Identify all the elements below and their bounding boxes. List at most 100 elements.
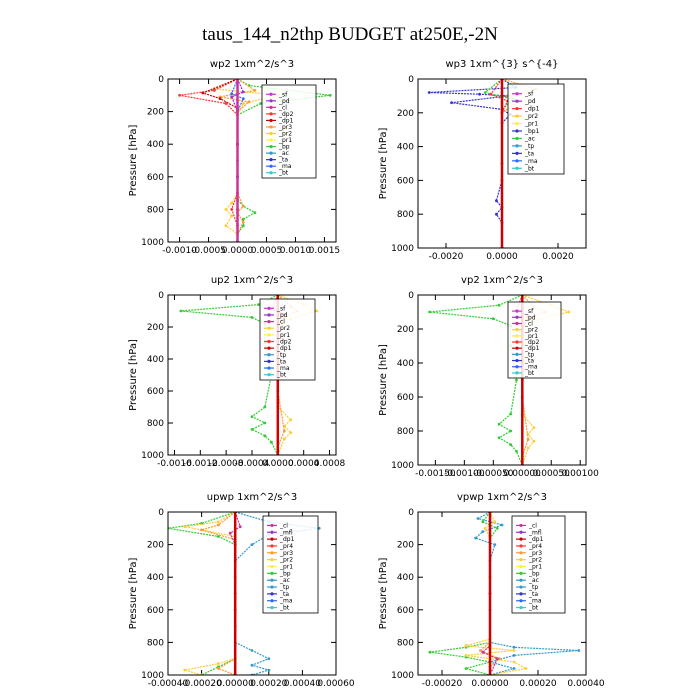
y-tick-label: 1000 [141, 451, 164, 461]
legend-label: _mfl [279, 529, 293, 536]
y-tick-label: 600 [147, 387, 164, 397]
legend-marker [519, 530, 523, 534]
series-point [317, 526, 321, 530]
series-line-2 [429, 512, 499, 675]
legend: _cl_mfl_dp1_pr4_pr3_pr2_pr1_bp_ac_tp_ta_… [262, 515, 319, 614]
series-group [168, 512, 321, 675]
legend-marker [267, 366, 271, 370]
legend-marker [519, 599, 523, 603]
y-axis-label: Pressure [hPa] [128, 339, 139, 411]
series-point [257, 303, 260, 306]
legend-marker [267, 346, 271, 350]
series-line-1 [180, 295, 279, 455]
series-point [241, 102, 245, 105]
panel-title: upwp 1xm^2/s^3 [207, 492, 297, 503]
series-point [230, 92, 234, 96]
series-point [515, 378, 518, 382]
legend-marker [267, 333, 271, 337]
legend-label: _pr3 [528, 550, 542, 557]
legend-marker [515, 129, 519, 133]
chart-panel-5: upwp 1xm^2/s^3 Pressure [hPa] 0 200 400 600 80… [128, 492, 355, 689]
legend-label: _pr2 [524, 327, 538, 334]
legend-marker [267, 313, 271, 317]
legend-label: _dp2 [524, 339, 540, 346]
series-point [428, 650, 432, 654]
legend-label: _cl [279, 522, 288, 529]
legend-label: _pd [278, 98, 290, 105]
series-line-3 [465, 512, 528, 675]
series-line-1 [429, 295, 523, 465]
panel-title: up2 1xm^2/s^3 [211, 275, 293, 286]
legend-marker [515, 358, 519, 363]
series-point [250, 428, 254, 431]
series-point [481, 530, 485, 533]
x-tick-label: 0.00040 [284, 679, 321, 689]
y-tick-label: 200 [397, 541, 414, 551]
x-tick-label: -0.00050 [473, 469, 514, 479]
legend-label: _pr4 [528, 543, 542, 550]
series-point [267, 668, 271, 672]
plot-frame [417, 78, 587, 249]
x-tick-label: 0.0004 [288, 459, 320, 469]
legend-label: _ta [279, 591, 289, 598]
x-tick-label: -0.00040 [148, 679, 189, 689]
series-point [282, 437, 286, 441]
legend-label: _cl [276, 319, 285, 326]
y-tick-label: 200 [397, 325, 414, 335]
series-point [241, 204, 245, 208]
y-tick-label: 1000 [391, 244, 414, 254]
series-point [512, 645, 516, 649]
legend-marker [270, 523, 274, 528]
panels: wp2 1xm^2/s^3 Pressure [hPa] 0 200 400 600 800… [128, 59, 605, 689]
legend-label: _cl [278, 104, 287, 111]
figure-title: taus_144_n2thp BUDGET at250E,-2N [202, 24, 498, 45]
legend-label: _sf [278, 91, 288, 98]
series-point [567, 310, 570, 314]
legend-marker [270, 571, 274, 575]
series-point [526, 446, 530, 450]
plot-frame [417, 511, 587, 676]
legend-label: _tp [524, 351, 534, 358]
y-axis-label: Pressure [hPa] [128, 125, 139, 197]
legend-label: _ma [524, 158, 538, 165]
series-point [512, 667, 516, 670]
series-point [270, 440, 273, 444]
series-point [532, 426, 536, 429]
series-point [236, 159, 239, 162]
series-point [577, 649, 581, 652]
series-point [241, 97, 245, 100]
legend-marker [515, 371, 519, 375]
x-tick-label: 0.00040 [567, 679, 604, 689]
series-point [493, 543, 497, 546]
series-point [495, 657, 499, 661]
legend-label: _ac [528, 577, 539, 584]
legend-marker [515, 99, 519, 103]
legend-marker [270, 578, 274, 582]
x-tick-label: -0.0005 [191, 246, 226, 256]
y-tick-label: 800 [147, 205, 164, 215]
chart-panel-1: wp2 1xm^2/s^3 Pressure [hPa] 0 200 400 600 800… [128, 59, 340, 256]
legend-marker [269, 92, 273, 96]
legend-marker [515, 159, 519, 163]
legend-marker [515, 144, 519, 148]
series-point [241, 217, 245, 221]
legend-box [507, 301, 562, 379]
y-axis-label: Pressure [hPa] [128, 558, 139, 630]
y-tick-label: 600 [397, 176, 414, 186]
y-tick-label: 0 [408, 508, 414, 518]
legend-label: _ac [279, 577, 290, 584]
series-point [509, 443, 513, 446]
series-point [230, 214, 234, 218]
series-point [201, 91, 205, 95]
series-point [241, 221, 245, 224]
legend-marker [269, 151, 273, 155]
legend-label: _dp1 [528, 536, 544, 543]
legend-marker [515, 309, 519, 313]
legend-marker [519, 558, 523, 562]
series-point [217, 535, 220, 538]
series-point [183, 668, 187, 672]
series-point [178, 93, 182, 97]
series-point [479, 649, 482, 652]
legend-label: _ma [278, 163, 292, 170]
